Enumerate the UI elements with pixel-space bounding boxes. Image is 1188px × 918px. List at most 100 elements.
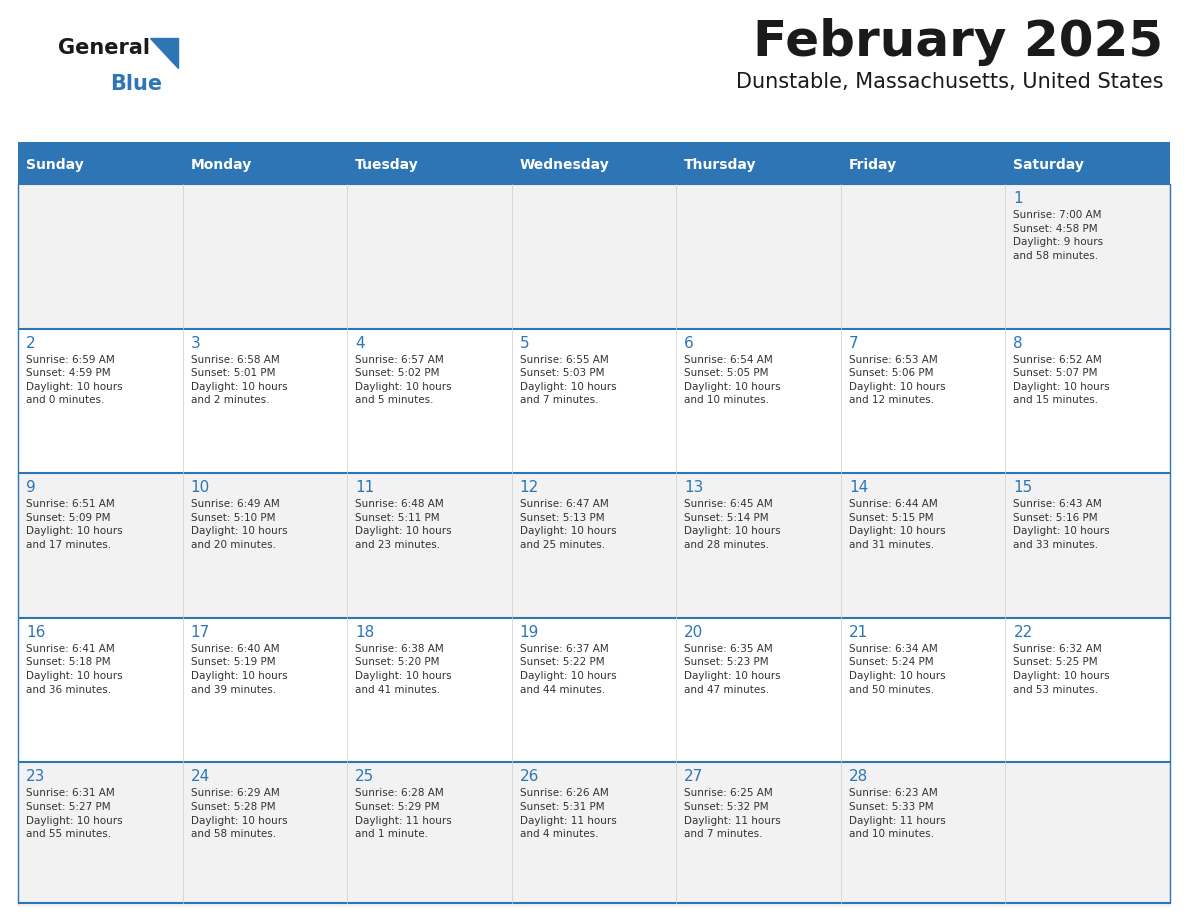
Text: 28: 28 [849, 769, 868, 784]
Text: Dunstable, Massachusetts, United States: Dunstable, Massachusetts, United States [735, 72, 1163, 92]
Bar [183, 618, 347, 763]
Text: 24: 24 [190, 769, 210, 784]
Text: General: General [58, 38, 150, 58]
Text: 23: 23 [26, 769, 45, 784]
Text: 14: 14 [849, 480, 868, 495]
Bar [18, 473, 183, 618]
Bar [183, 184, 347, 329]
Text: Sunrise: 6:40 AM
Sunset: 5:19 PM
Daylight: 10 hours
and 39 minutes.: Sunrise: 6:40 AM Sunset: 5:19 PM Dayligh… [190, 644, 287, 695]
Bar [347, 763, 512, 907]
Text: Friday: Friday [849, 158, 897, 172]
Text: 9: 9 [26, 480, 36, 495]
Text: February 2025: February 2025 [753, 18, 1163, 66]
Bar [676, 763, 841, 907]
Bar [512, 184, 676, 329]
Text: 26: 26 [519, 769, 539, 784]
Text: 11: 11 [355, 480, 374, 495]
Text: 18: 18 [355, 625, 374, 640]
Bar [18, 146, 183, 184]
Bar [1005, 329, 1170, 473]
Bar [841, 618, 1005, 763]
Bar [1005, 146, 1170, 184]
Text: Sunrise: 6:48 AM
Sunset: 5:11 PM
Daylight: 10 hours
and 23 minutes.: Sunrise: 6:48 AM Sunset: 5:11 PM Dayligh… [355, 499, 451, 550]
Text: 12: 12 [519, 480, 539, 495]
Text: 8: 8 [1013, 336, 1023, 351]
Text: Thursday: Thursday [684, 158, 757, 172]
Text: Tuesday: Tuesday [355, 158, 419, 172]
Bar [18, 618, 183, 763]
Bar [347, 618, 512, 763]
Text: Sunrise: 6:25 AM
Sunset: 5:32 PM
Daylight: 11 hours
and 7 minutes.: Sunrise: 6:25 AM Sunset: 5:32 PM Dayligh… [684, 789, 781, 839]
Text: Sunrise: 6:47 AM
Sunset: 5:13 PM
Daylight: 10 hours
and 25 minutes.: Sunrise: 6:47 AM Sunset: 5:13 PM Dayligh… [519, 499, 617, 550]
Text: 5: 5 [519, 336, 530, 351]
Text: Sunrise: 6:29 AM
Sunset: 5:28 PM
Daylight: 10 hours
and 58 minutes.: Sunrise: 6:29 AM Sunset: 5:28 PM Dayligh… [190, 789, 287, 839]
Text: 1: 1 [1013, 191, 1023, 206]
Bar [1005, 184, 1170, 329]
Text: 4: 4 [355, 336, 365, 351]
Text: Sunrise: 6:23 AM
Sunset: 5:33 PM
Daylight: 11 hours
and 10 minutes.: Sunrise: 6:23 AM Sunset: 5:33 PM Dayligh… [849, 789, 946, 839]
Text: 25: 25 [355, 769, 374, 784]
Bar [841, 184, 1005, 329]
Text: Sunrise: 7:00 AM
Sunset: 4:58 PM
Daylight: 9 hours
and 58 minutes.: Sunrise: 7:00 AM Sunset: 4:58 PM Dayligh… [1013, 210, 1104, 261]
Bar [512, 329, 676, 473]
Text: Sunrise: 6:58 AM
Sunset: 5:01 PM
Daylight: 10 hours
and 2 minutes.: Sunrise: 6:58 AM Sunset: 5:01 PM Dayligh… [190, 354, 287, 406]
Bar [183, 473, 347, 618]
Text: Sunrise: 6:26 AM
Sunset: 5:31 PM
Daylight: 11 hours
and 4 minutes.: Sunrise: 6:26 AM Sunset: 5:31 PM Dayligh… [519, 789, 617, 839]
Text: Sunrise: 6:49 AM
Sunset: 5:10 PM
Daylight: 10 hours
and 20 minutes.: Sunrise: 6:49 AM Sunset: 5:10 PM Dayligh… [190, 499, 287, 550]
Bar [841, 329, 1005, 473]
Bar [18, 763, 183, 907]
Bar [18, 142, 1170, 146]
Text: Sunrise: 6:41 AM
Sunset: 5:18 PM
Daylight: 10 hours
and 36 minutes.: Sunrise: 6:41 AM Sunset: 5:18 PM Dayligh… [26, 644, 122, 695]
Text: Sunrise: 6:35 AM
Sunset: 5:23 PM
Daylight: 10 hours
and 47 minutes.: Sunrise: 6:35 AM Sunset: 5:23 PM Dayligh… [684, 644, 781, 695]
Bar [676, 618, 841, 763]
Bar [183, 763, 347, 907]
Bar [347, 329, 512, 473]
Text: Sunrise: 6:43 AM
Sunset: 5:16 PM
Daylight: 10 hours
and 33 minutes.: Sunrise: 6:43 AM Sunset: 5:16 PM Dayligh… [1013, 499, 1110, 550]
Text: Wednesday: Wednesday [519, 158, 609, 172]
Text: Sunrise: 6:52 AM
Sunset: 5:07 PM
Daylight: 10 hours
and 15 minutes.: Sunrise: 6:52 AM Sunset: 5:07 PM Dayligh… [1013, 354, 1110, 406]
Text: 22: 22 [1013, 625, 1032, 640]
Bar [676, 184, 841, 329]
Text: 2: 2 [26, 336, 36, 351]
Text: 15: 15 [1013, 480, 1032, 495]
Bar [512, 618, 676, 763]
Text: 3: 3 [190, 336, 201, 351]
Text: 27: 27 [684, 769, 703, 784]
Text: Sunrise: 6:32 AM
Sunset: 5:25 PM
Daylight: 10 hours
and 53 minutes.: Sunrise: 6:32 AM Sunset: 5:25 PM Dayligh… [1013, 644, 1110, 695]
Bar [183, 329, 347, 473]
Text: Sunrise: 6:44 AM
Sunset: 5:15 PM
Daylight: 10 hours
and 31 minutes.: Sunrise: 6:44 AM Sunset: 5:15 PM Dayligh… [849, 499, 946, 550]
Text: 6: 6 [684, 336, 694, 351]
Bar [1005, 473, 1170, 618]
Text: 19: 19 [519, 625, 539, 640]
Text: Sunrise: 6:34 AM
Sunset: 5:24 PM
Daylight: 10 hours
and 50 minutes.: Sunrise: 6:34 AM Sunset: 5:24 PM Dayligh… [849, 644, 946, 695]
Text: 7: 7 [849, 336, 859, 351]
Text: Blue: Blue [110, 74, 162, 94]
Bar [676, 329, 841, 473]
Text: Monday: Monday [190, 158, 252, 172]
Text: Sunrise: 6:37 AM
Sunset: 5:22 PM
Daylight: 10 hours
and 44 minutes.: Sunrise: 6:37 AM Sunset: 5:22 PM Dayligh… [519, 644, 617, 695]
Text: Sunrise: 6:31 AM
Sunset: 5:27 PM
Daylight: 10 hours
and 55 minutes.: Sunrise: 6:31 AM Sunset: 5:27 PM Dayligh… [26, 789, 122, 839]
Text: 21: 21 [849, 625, 868, 640]
Bar [676, 146, 841, 184]
Text: 10: 10 [190, 480, 210, 495]
Text: Sunrise: 6:38 AM
Sunset: 5:20 PM
Daylight: 10 hours
and 41 minutes.: Sunrise: 6:38 AM Sunset: 5:20 PM Dayligh… [355, 644, 451, 695]
Bar [183, 146, 347, 184]
Bar [512, 763, 676, 907]
Text: Sunrise: 6:53 AM
Sunset: 5:06 PM
Daylight: 10 hours
and 12 minutes.: Sunrise: 6:53 AM Sunset: 5:06 PM Dayligh… [849, 354, 946, 406]
Text: Sunrise: 6:45 AM
Sunset: 5:14 PM
Daylight: 10 hours
and 28 minutes.: Sunrise: 6:45 AM Sunset: 5:14 PM Dayligh… [684, 499, 781, 550]
Text: Sunrise: 6:28 AM
Sunset: 5:29 PM
Daylight: 11 hours
and 1 minute.: Sunrise: 6:28 AM Sunset: 5:29 PM Dayligh… [355, 789, 451, 839]
Text: Sunrise: 6:54 AM
Sunset: 5:05 PM
Daylight: 10 hours
and 10 minutes.: Sunrise: 6:54 AM Sunset: 5:05 PM Dayligh… [684, 354, 781, 406]
Bar [1005, 618, 1170, 763]
Bar [841, 473, 1005, 618]
Bar [347, 184, 512, 329]
Polygon shape [150, 38, 178, 68]
Bar [841, 763, 1005, 907]
Text: 13: 13 [684, 480, 703, 495]
Bar [512, 146, 676, 184]
Bar [18, 329, 183, 473]
Bar [347, 473, 512, 618]
Bar [347, 146, 512, 184]
Bar [676, 473, 841, 618]
Text: Sunrise: 6:51 AM
Sunset: 5:09 PM
Daylight: 10 hours
and 17 minutes.: Sunrise: 6:51 AM Sunset: 5:09 PM Dayligh… [26, 499, 122, 550]
Text: Sunrise: 6:57 AM
Sunset: 5:02 PM
Daylight: 10 hours
and 5 minutes.: Sunrise: 6:57 AM Sunset: 5:02 PM Dayligh… [355, 354, 451, 406]
